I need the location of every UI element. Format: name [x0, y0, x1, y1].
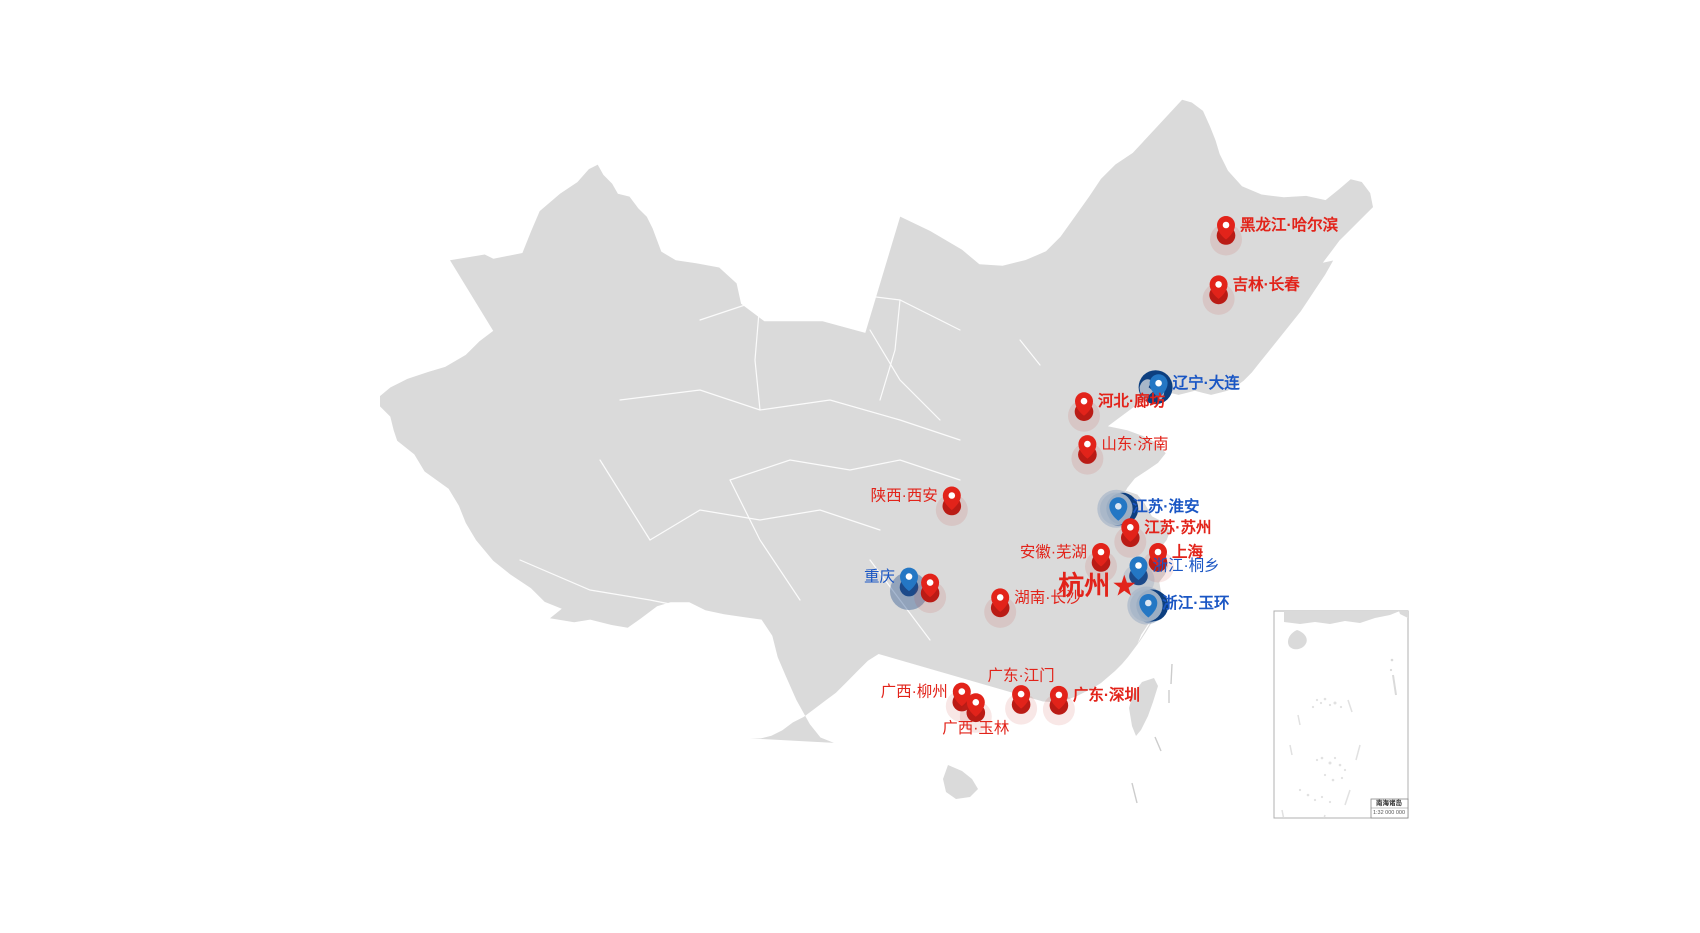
svg-text:广东·江门: 广东·江门	[988, 667, 1055, 685]
svg-text:杭州: 杭州	[1058, 570, 1110, 600]
svg-text:浙江·玉环: 浙江·玉环	[1162, 593, 1229, 612]
svg-text:安徽·芜湖: 安徽·芜湖	[1020, 543, 1087, 561]
svg-text:江苏·淮安: 江苏·淮安	[1132, 496, 1199, 515]
svg-text:广西·玉林: 广西·玉林	[942, 719, 1010, 737]
svg-text:广东·深圳: 广东·深圳	[1073, 685, 1140, 704]
svg-text:浙江·桐乡: 浙江·桐乡	[1153, 557, 1220, 575]
svg-text:山东·济南: 山东·济南	[1101, 435, 1168, 453]
svg-text:江苏·苏州: 江苏·苏州	[1144, 517, 1211, 536]
svg-text:吉林·长春: 吉林·长春	[1233, 274, 1301, 293]
svg-text:1:32 000 000: 1:32 000 000	[1373, 810, 1405, 816]
svg-text:陕西·西安: 陕西·西安	[871, 487, 938, 505]
svg-text:河北·廊坊: 河北·廊坊	[1098, 391, 1166, 410]
svg-text:辽宁·大连: 辽宁·大连	[1173, 373, 1241, 392]
svg-text:广西·柳州: 广西·柳州	[881, 683, 948, 701]
svg-text:重庆: 重庆	[864, 568, 895, 586]
svg-text:黑龙江·哈尔滨: 黑龙江·哈尔滨	[1240, 215, 1339, 234]
svg-text:南海诸岛: 南海诸岛	[1376, 798, 1403, 807]
